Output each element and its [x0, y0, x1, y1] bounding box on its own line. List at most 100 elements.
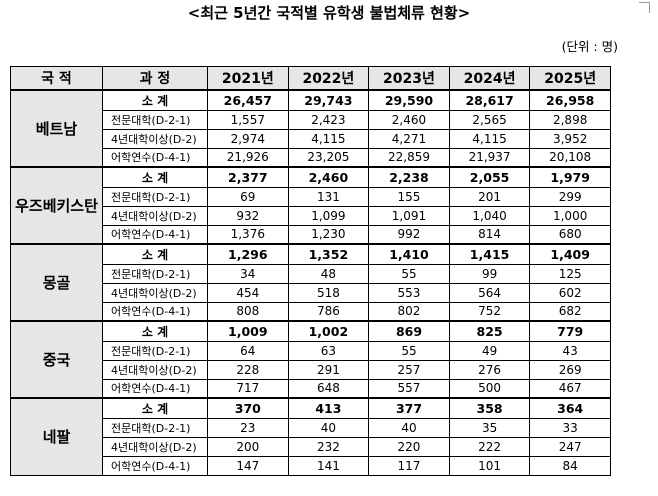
value-cell: 257: [368, 359, 450, 380]
value-cell: 992: [368, 224, 450, 245]
value-cell: 220: [368, 436, 450, 457]
value-cell: 125: [529, 263, 611, 284]
value-cell: 23,205: [287, 147, 370, 168]
course-cell: 4년대학이상(D-2): [102, 282, 208, 303]
value-cell: 2,423: [287, 109, 370, 130]
course-cell: 전문대학(D-2-1): [102, 340, 208, 361]
value-cell: 43: [529, 340, 611, 361]
course-cell: 어학연수(D-4-1): [102, 224, 208, 245]
header-year: 2022년: [287, 66, 370, 91]
value-cell: 40: [287, 417, 370, 438]
course-cell: 전문대학(D-2-1): [102, 109, 208, 130]
value-cell: 1,415: [448, 243, 531, 265]
value-cell: 33: [529, 417, 611, 438]
value-cell: 779: [529, 320, 611, 342]
value-cell: 2,055: [448, 166, 531, 188]
value-cell: 200: [207, 436, 289, 457]
value-cell: 825: [448, 320, 531, 342]
subtotal-label: 소 계: [102, 397, 208, 419]
value-cell: 247: [529, 436, 611, 457]
value-cell: 808: [207, 301, 289, 322]
value-cell: 20,108: [529, 147, 611, 168]
course-cell: 4년대학이상(D-2): [102, 205, 208, 226]
value-cell: 48: [287, 263, 370, 284]
value-cell: 269: [529, 359, 611, 380]
table-row: 어학연수(D-4-1) 1,376 1,230 992 814 680: [11, 224, 611, 245]
table-row: 어학연수(D-4-1) 147 141 117 101 84: [11, 455, 611, 476]
course-cell: 4년대학이상(D-2): [102, 359, 208, 380]
value-cell: 131: [287, 186, 370, 207]
value-cell: 602: [529, 282, 611, 303]
value-cell: 2,460: [287, 166, 370, 188]
value-cell: 21,926: [207, 147, 289, 168]
header-year: 2025년: [529, 66, 611, 91]
value-cell: 28,617: [448, 89, 531, 111]
value-cell: 564: [448, 282, 531, 303]
value-cell: 1,410: [368, 243, 450, 265]
value-cell: 814: [448, 224, 531, 245]
value-cell: 63: [287, 340, 370, 361]
table-row: 전문대학(D-2-1) 34 48 55 99 125: [11, 263, 611, 284]
table-row: 어학연수(D-4-1) 21,926 23,205 22,859 21,937 20,10…: [11, 147, 611, 168]
subtotal-label: 소 계: [102, 243, 208, 265]
value-cell: 1,376: [207, 224, 289, 245]
course-cell: 어학연수(D-4-1): [102, 301, 208, 322]
table-header-row: 국 적 과 정 2021년 2022년 2023년 2024년 2025년: [10, 66, 611, 91]
value-cell: 26,958: [529, 89, 611, 111]
value-cell: 3,952: [529, 128, 611, 149]
table-row: 어학연수(D-4-1) 808 786 802 752 682: [11, 301, 611, 322]
value-cell: 29,743: [287, 89, 370, 111]
value-cell: 55: [368, 340, 450, 361]
subtotal-label: 소 계: [102, 320, 208, 342]
course-cell: 어학연수(D-4-1): [102, 147, 208, 168]
value-cell: 117: [368, 455, 450, 476]
value-cell: 34: [207, 263, 289, 284]
value-cell: 26,457: [207, 89, 289, 111]
value-cell: 1,409: [529, 243, 611, 265]
country-cell: 네팔: [10, 397, 103, 476]
value-cell: 141: [287, 455, 370, 476]
value-cell: 29,590: [368, 89, 450, 111]
value-cell: 232: [287, 436, 370, 457]
value-cell: 40: [368, 417, 450, 438]
value-cell: 2,460: [368, 109, 450, 130]
table-row-subtotal: 몽골 소 계 1,296 1,352 1,410 1,415 1,409: [10, 243, 611, 322]
value-cell: 55: [368, 263, 450, 284]
value-cell: 648: [287, 378, 370, 399]
table-row-subtotal: 베트남 소 계 26,457 29,743 29,590 28,617 26,958: [10, 89, 611, 168]
course-cell: 어학연수(D-4-1): [102, 378, 208, 399]
value-cell: 23: [207, 417, 289, 438]
value-cell: 1,352: [287, 243, 370, 265]
table-row: 전문대학(D-2-1) 1,557 2,423 2,460 2,565 2,898: [11, 109, 611, 130]
country-cell: 베트남: [10, 89, 103, 168]
table-row: 전문대학(D-2-1) 64 63 55 49 43: [11, 340, 611, 361]
value-cell: 869: [368, 320, 450, 342]
course-cell: 어학연수(D-4-1): [102, 455, 208, 476]
subtotal-label: 소 계: [102, 166, 208, 188]
value-cell: 518: [287, 282, 370, 303]
value-cell: 1,099: [287, 205, 370, 226]
header-year: 2024년: [448, 66, 531, 91]
value-cell: 276: [448, 359, 531, 380]
value-cell: 717: [207, 378, 289, 399]
value-cell: 557: [368, 378, 450, 399]
table-row-subtotal: 중국 소 계 1,009 1,002 869 825 779: [10, 320, 611, 399]
value-cell: 1,557: [207, 109, 289, 130]
value-cell: 752: [448, 301, 531, 322]
country-cell: 중국: [10, 320, 103, 399]
header-country: 국 적: [10, 66, 103, 91]
header-year: 2021년: [207, 66, 289, 91]
value-cell: 4,115: [448, 128, 531, 149]
page-corner-mark: [639, 2, 650, 13]
value-cell: 1,296: [207, 243, 289, 265]
value-cell: 467: [529, 378, 611, 399]
document-title: <최근 5년간 국적별 유학생 불법체류 현황>: [187, 4, 471, 22]
value-cell: 84: [529, 455, 611, 476]
value-cell: 2,565: [448, 109, 531, 130]
value-cell: 2,898: [529, 109, 611, 130]
table-row-subtotal: 우즈베키스탄 소 계 2,377 2,460 2,238 2,055 1,979: [10, 166, 611, 245]
subtotal-label: 소 계: [102, 89, 208, 111]
value-cell: 222: [448, 436, 531, 457]
value-cell: 553: [368, 282, 450, 303]
value-cell: 155: [368, 186, 450, 207]
